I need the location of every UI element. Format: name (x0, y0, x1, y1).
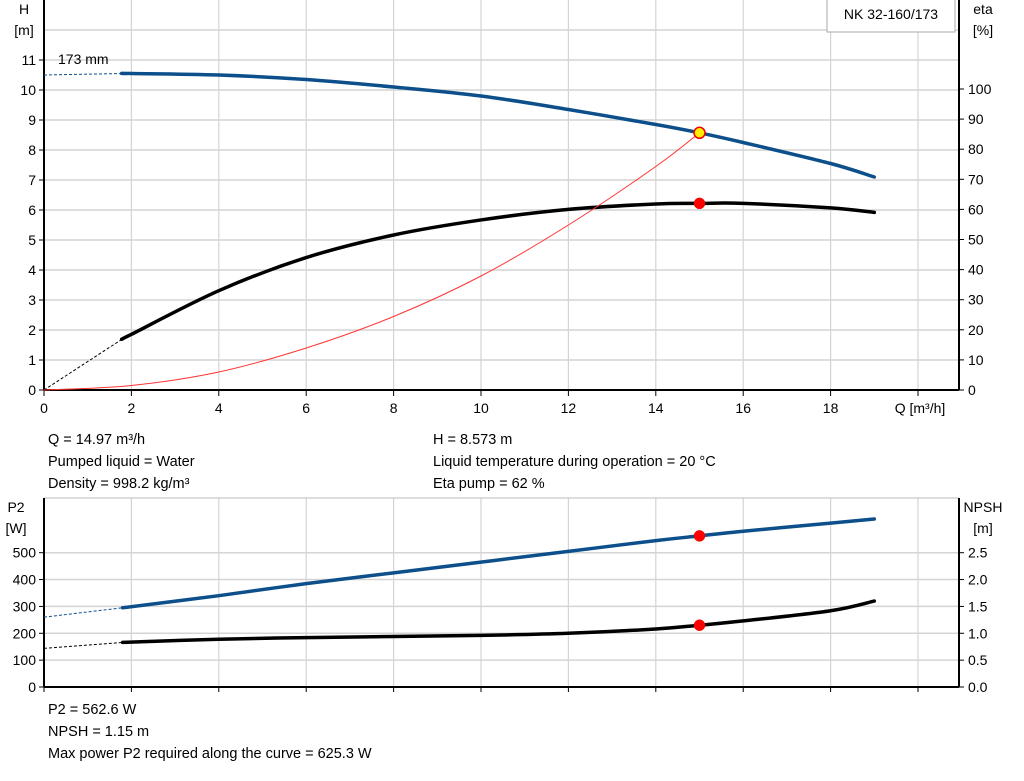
x-axis-label: Q [m³/h] (895, 400, 946, 416)
head-value: H = 8.573 m (433, 432, 513, 448)
y2-tick-label: 1.0 (968, 625, 988, 641)
y-axis-unit: [W] (6, 520, 27, 536)
y2-axis-unit: [%] (973, 22, 993, 38)
model-label: NK 32-160/173 (844, 6, 938, 22)
impeller-diameter-label: 173 mm (58, 51, 109, 67)
y-tick-label: 9 (28, 112, 36, 128)
density: Density = 998.2 kg/m³ (48, 476, 190, 492)
eta-pump: Eta pump = 62 % (433, 476, 545, 492)
y2-tick-label: 1.5 (968, 598, 988, 614)
y2-tick-label: 30 (968, 292, 984, 308)
y-tick-label: 100 (13, 652, 37, 668)
y-axis-unit: [m] (14, 22, 33, 38)
y-tick-label: 0 (28, 679, 36, 695)
y-tick-label: 4 (28, 262, 36, 278)
curve-extension (43, 607, 123, 618)
y-tick-label: 300 (13, 598, 37, 614)
head-curve (119, 71, 877, 179)
y2-tick-label: 2.0 (968, 572, 988, 588)
x-tick-label: 4 (215, 400, 223, 416)
y-tick-label: 1 (28, 352, 36, 368)
y2-tick-label: 0 (968, 382, 976, 398)
y2-tick-label: 0.5 (968, 652, 988, 668)
curve-extension (43, 73, 123, 76)
y2-tick-label: 100 (968, 81, 992, 97)
pumped-liquid: Pumped liquid = Water (48, 454, 195, 470)
x-tick-label: 0 (40, 400, 48, 416)
y2-tick-label: 0.0 (968, 679, 988, 695)
y2-tick-label: 10 (968, 352, 984, 368)
duty-point-marker (693, 530, 706, 542)
duty-point-marker (693, 197, 706, 210)
p2-value: P2 = 562.6 W (48, 702, 137, 718)
model-label-box (826, 0, 956, 33)
y-tick-label: 2 (28, 322, 36, 338)
y2-tick-label: 90 (968, 111, 984, 127)
flow-value: Q = 14.97 m³/h (48, 432, 146, 448)
duty-point-marker (693, 126, 706, 140)
y2-tick-label: 50 (968, 232, 984, 248)
y-tick-label: 6 (28, 202, 36, 218)
y-tick-label: 3 (28, 292, 36, 308)
power-info: P2 = 562.6 W NPSH = 1.15 m Max power P2 … (48, 699, 372, 765)
curve-extension (43, 641, 123, 649)
y2-tick-label: 80 (968, 141, 984, 157)
y2-tick-label: 70 (968, 171, 984, 187)
x-tick-label: 6 (302, 400, 310, 416)
y-axis-label: H (19, 1, 29, 17)
y2-axis-label: NPSH (964, 499, 1003, 515)
system-curve (43, 132, 700, 391)
y-tick-label: 8 (28, 142, 36, 158)
x-tick-label: 12 (561, 400, 577, 416)
y2-tick-label: 40 (968, 262, 984, 278)
y2-tick-label: 2.5 (968, 545, 988, 561)
y2-axis-unit: [m] (973, 520, 992, 536)
x-tick-label: 2 (128, 400, 136, 416)
y-tick-label: 0 (28, 382, 36, 398)
power-curve (120, 517, 877, 610)
y2-tick-label: 20 (968, 322, 984, 338)
npsh-curve (120, 599, 877, 645)
liquid-temperature: Liquid temperature during operation = 20… (433, 454, 716, 470)
curve-extension (43, 338, 123, 391)
x-tick-label: 18 (823, 400, 839, 416)
y-tick-label: 200 (13, 625, 37, 641)
y-tick-label: 7 (28, 172, 36, 188)
y-tick-label: 11 (21, 52, 36, 68)
duty-info-right: H = 8.573 m Liquid temperature during op… (433, 429, 716, 495)
y-axis-label: P2 (7, 499, 24, 515)
y-tick-label: 500 (13, 545, 37, 561)
x-tick-label: 14 (648, 400, 664, 416)
y-tick-label: 400 (13, 572, 37, 588)
npsh-value: NPSH = 1.15 m (48, 724, 150, 740)
y2-tick-label: 60 (968, 201, 984, 217)
efficiency-curve (119, 201, 877, 342)
y-tick-label: 10 (20, 82, 36, 98)
duty-info-left: Q = 14.97 m³/h Pumped liquid = Water Den… (48, 429, 195, 495)
duty-point-marker (693, 619, 706, 631)
x-tick-label: 16 (735, 400, 751, 416)
y2-axis-label: eta (973, 1, 993, 17)
x-tick-label: 8 (390, 400, 398, 416)
x-tick-label: 10 (473, 400, 489, 416)
max-power: Max power P2 required along the curve = … (48, 746, 372, 762)
y-tick-label: 5 (28, 232, 36, 248)
